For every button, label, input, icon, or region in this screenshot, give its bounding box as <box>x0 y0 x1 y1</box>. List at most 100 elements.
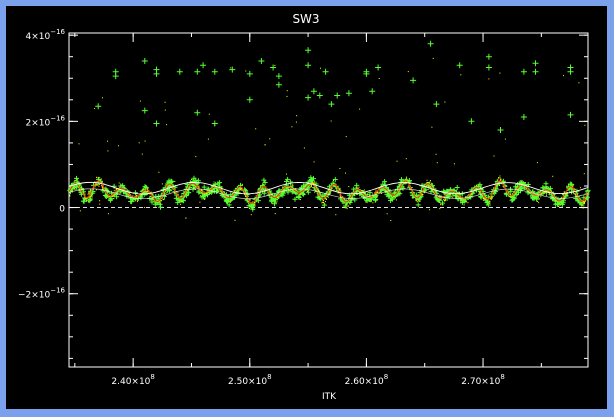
plus-marker <box>567 68 574 75</box>
point <box>176 199 178 201</box>
plus-marker <box>559 202 565 207</box>
plus-marker <box>153 70 160 77</box>
point <box>326 199 327 200</box>
plus-marker <box>520 114 527 120</box>
plus-marker <box>322 68 329 75</box>
point <box>583 173 585 175</box>
point <box>254 204 256 206</box>
plus-marker <box>543 184 549 190</box>
point <box>500 178 502 180</box>
point <box>421 194 423 196</box>
point <box>220 191 222 193</box>
x-tick-label: 2.50×108 <box>228 373 272 387</box>
point <box>498 178 500 180</box>
point <box>471 193 473 195</box>
point <box>203 193 205 195</box>
point <box>372 202 374 204</box>
point <box>473 191 475 193</box>
point <box>234 219 236 221</box>
point <box>135 194 137 196</box>
plus-marker <box>468 118 475 125</box>
point <box>587 194 589 196</box>
point <box>465 201 467 203</box>
point <box>158 171 160 173</box>
plus-marker <box>435 197 441 203</box>
point <box>239 187 241 189</box>
point <box>153 196 155 198</box>
point <box>584 201 585 203</box>
point <box>101 178 102 180</box>
point <box>148 191 150 193</box>
point <box>193 187 195 189</box>
point <box>87 193 89 195</box>
point <box>239 192 241 194</box>
point <box>224 198 226 200</box>
point <box>519 180 521 182</box>
point <box>185 217 187 219</box>
point <box>548 193 550 195</box>
point <box>204 198 205 200</box>
x-tick-label: 2.40×108 <box>111 373 155 387</box>
point <box>299 194 301 196</box>
point <box>213 181 215 183</box>
point <box>554 201 556 203</box>
point <box>147 190 149 192</box>
point <box>345 136 347 138</box>
plus-marker <box>180 198 186 204</box>
plus-marker <box>275 81 282 88</box>
plus-marker <box>579 201 585 207</box>
point <box>557 196 559 198</box>
point <box>467 202 469 204</box>
point <box>323 200 325 201</box>
point <box>288 190 290 192</box>
point <box>116 188 118 190</box>
point <box>359 108 361 110</box>
plus-marker <box>193 177 199 183</box>
point <box>499 177 501 179</box>
plus-marker <box>149 199 155 205</box>
point <box>509 196 511 198</box>
point <box>269 138 271 140</box>
point <box>327 196 329 198</box>
point <box>119 186 121 188</box>
plus-marker <box>532 60 539 67</box>
plus-marker <box>375 64 382 71</box>
point <box>508 195 510 197</box>
point <box>203 194 205 196</box>
point <box>324 198 326 200</box>
point <box>476 184 477 186</box>
y-tick-label: −2×10−16 <box>18 287 66 301</box>
point <box>314 191 316 193</box>
plus-marker <box>321 202 327 208</box>
point <box>296 196 297 198</box>
point <box>286 90 288 92</box>
point <box>84 193 86 195</box>
point <box>376 192 378 194</box>
point <box>307 190 308 192</box>
point <box>86 197 88 199</box>
point <box>207 138 209 140</box>
point <box>322 202 324 203</box>
plus-marker <box>382 179 388 185</box>
point <box>203 198 205 200</box>
point <box>69 194 71 196</box>
point <box>98 185 100 187</box>
point <box>455 196 457 198</box>
plus-marker <box>567 111 574 118</box>
point <box>200 189 202 191</box>
plus-marker <box>433 101 440 108</box>
point <box>459 197 461 199</box>
point <box>321 202 323 204</box>
smooth-line-upper <box>68 181 589 195</box>
point <box>144 140 146 142</box>
point <box>113 195 114 197</box>
point <box>241 183 243 185</box>
point <box>571 184 573 186</box>
point <box>539 198 540 200</box>
point <box>160 202 162 204</box>
point <box>75 179 77 181</box>
point <box>405 176 407 178</box>
point <box>583 200 585 202</box>
plus-marker <box>453 193 459 199</box>
plus-marker <box>261 177 267 183</box>
